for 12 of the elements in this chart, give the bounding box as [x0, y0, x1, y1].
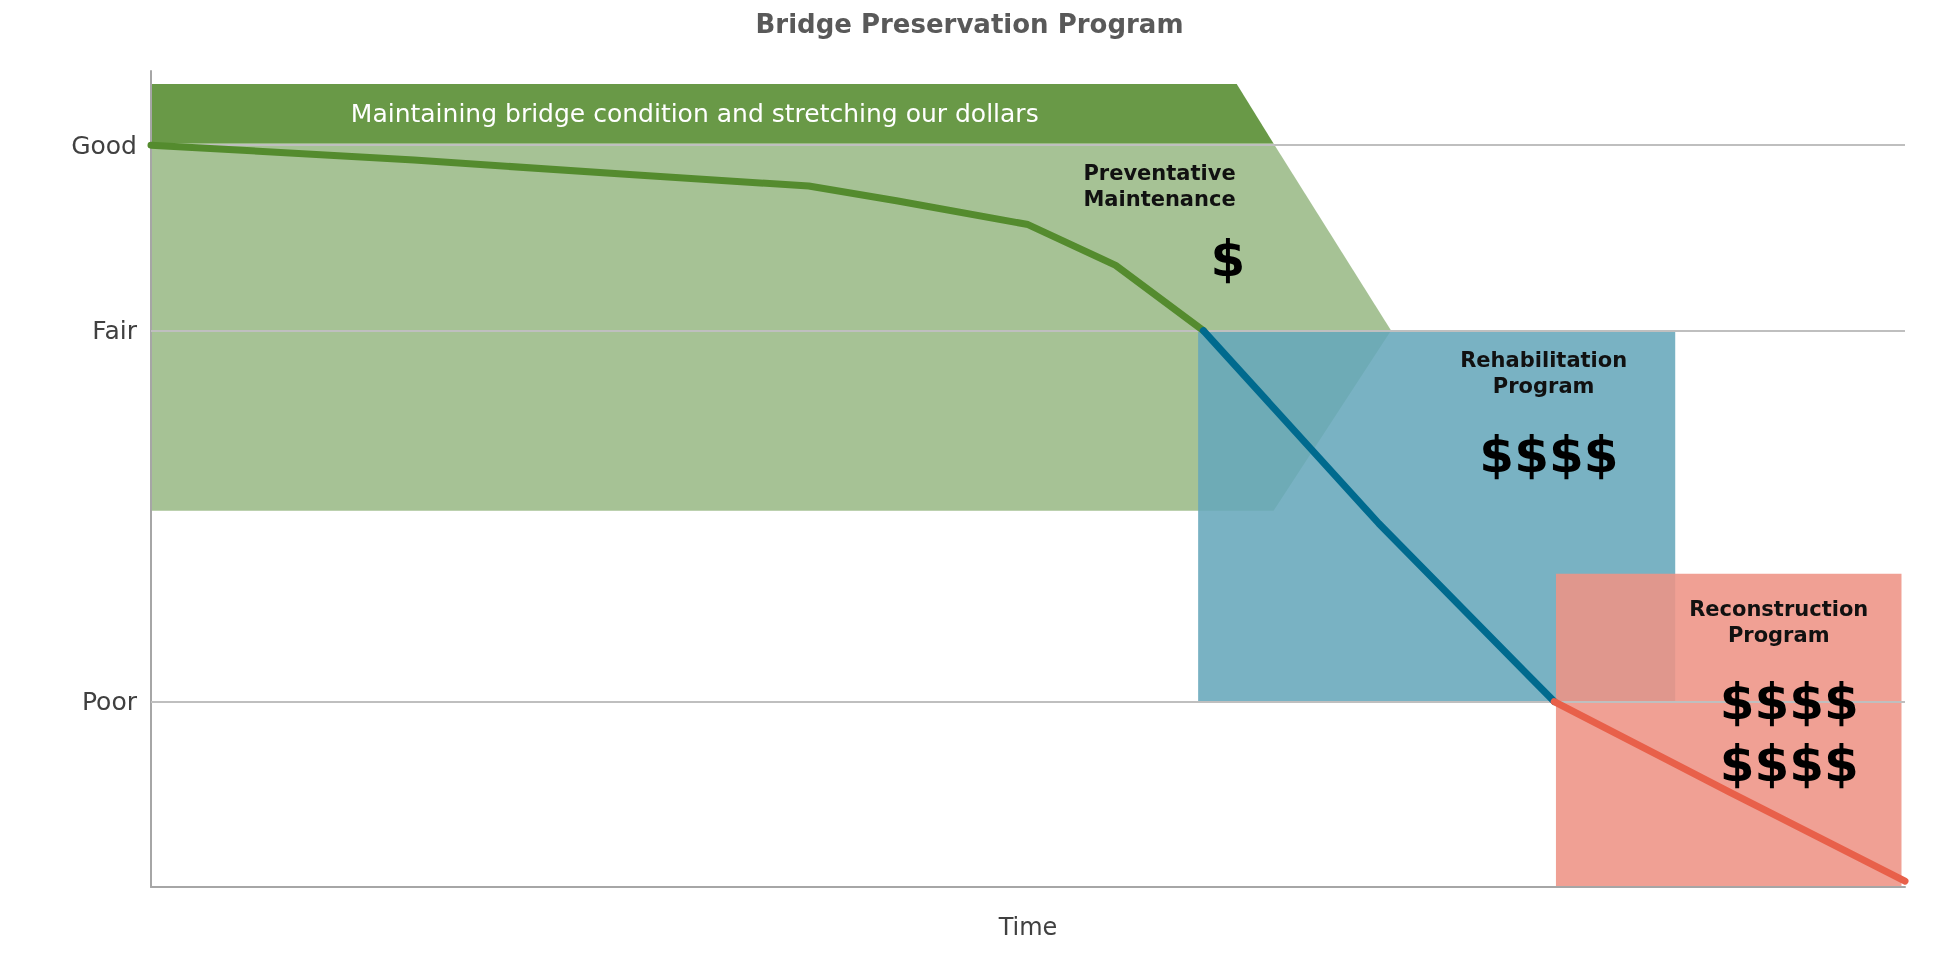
annotation: Preventative Maintenance — [1083, 160, 1236, 212]
ref-line-label: Good — [71, 130, 137, 160]
ref-line-label: Fair — [92, 316, 138, 346]
annotation: $$$$ — [1479, 425, 1619, 484]
annotation: Reconstruction Program — [1689, 596, 1869, 647]
annotation: $ — [1210, 229, 1246, 288]
text: Maintaining bridge condition and stretching our dollars — [350, 98, 1039, 128]
annotation: Rehabilitation Program — [1460, 347, 1628, 399]
annotation: $$$$ $$$$ — [1719, 672, 1859, 794]
chart-title: Bridge Preservation Program — [755, 9, 1184, 39]
ref-line-label: Poor — [81, 687, 138, 717]
x-axis-title: Time — [997, 913, 1058, 941]
